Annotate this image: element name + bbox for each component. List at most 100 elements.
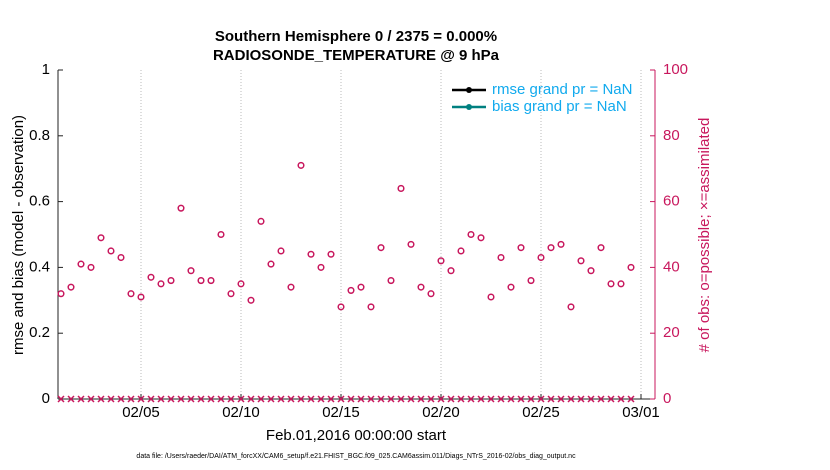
legend-label: bias grand pr = NaN: [492, 98, 627, 115]
y-tick-label: 1: [42, 61, 50, 78]
possible-marker: [467, 230, 475, 239]
possible-marker: [517, 244, 525, 252]
y-tick-label: 0.6: [29, 193, 50, 210]
assimilated-marker: [557, 395, 565, 403]
possible-marker: [217, 230, 225, 239]
possible-marker: [577, 257, 585, 265]
y2-tick-label: 100: [663, 61, 688, 78]
assimilated-marker: [77, 395, 85, 403]
possible-marker: [477, 234, 485, 242]
possible-marker: [407, 240, 415, 248]
possible-marker: [167, 277, 175, 285]
possible-marker: [287, 283, 295, 291]
possible-marker: [437, 257, 445, 265]
assimilated-marker: [347, 395, 355, 403]
possible-marker: [77, 260, 85, 268]
possible-marker: [427, 290, 435, 298]
assimilated-marker: [417, 395, 425, 403]
possible-marker: [337, 303, 345, 311]
assimilated-marker: [367, 395, 375, 403]
possible-marker: [67, 283, 75, 291]
possible-marker: [247, 296, 255, 304]
possible-marker: [367, 303, 375, 311]
assimilated-marker: [267, 395, 275, 403]
assimilated-marker: [507, 395, 515, 403]
y2-tick-label: 40: [663, 258, 680, 275]
assimilated-marker: [167, 395, 175, 403]
assimilated-marker: [567, 395, 575, 403]
assimilated-marker: [597, 395, 605, 403]
possible-marker: [157, 280, 165, 288]
assimilated-marker: [137, 395, 145, 403]
possible-marker: [617, 280, 625, 288]
y-tick-label: 0.2: [29, 324, 50, 341]
assimilated-marker: [427, 395, 435, 403]
possible-marker: [397, 184, 405, 192]
possible-marker: [117, 253, 125, 262]
possible-marker: [387, 277, 395, 285]
possible-marker: [497, 253, 505, 262]
assimilated-marker: [337, 395, 345, 403]
possible-marker: [457, 247, 465, 255]
y2-tick-label: 20: [663, 324, 680, 341]
possible-marker: [507, 283, 515, 291]
footnote: data file: /Users/raeder/DAI/ATM_forcXX/…: [136, 453, 576, 460]
possible-marker: [277, 247, 285, 255]
assimilated-marker: [447, 395, 455, 403]
possible-marker: [317, 263, 325, 271]
assimilated-marker: [577, 395, 585, 403]
possible-marker: [307, 250, 315, 258]
possible-marker: [547, 244, 555, 252]
y-tick-label: 0: [42, 390, 50, 407]
assimilated-marker: [547, 395, 555, 403]
y2-tick-label: 60: [663, 193, 680, 210]
possible-marker: [327, 250, 335, 258]
x-tick-label: 02/25: [522, 404, 560, 421]
possible-marker: [197, 277, 205, 285]
possible-marker: [97, 234, 105, 242]
assimilated-marker: [147, 395, 155, 403]
assimilated-marker: [247, 395, 255, 403]
assimilated-marker: [297, 395, 305, 403]
possible-marker: [237, 280, 245, 288]
assimilated-marker: [457, 395, 465, 403]
assimilated-marker: [587, 395, 595, 403]
legend: [446, 75, 646, 119]
y2-axis-label: # of obs: o=possible; ×=assimilated: [696, 118, 713, 353]
x-tick-label: 03/01: [622, 404, 660, 421]
assimilated-marker: [207, 395, 215, 403]
assimilated-marker: [187, 395, 195, 403]
assimilated-marker: [257, 395, 265, 403]
assimilated-marker: [387, 395, 395, 403]
possible-marker: [87, 263, 95, 271]
assimilated-marker: [97, 395, 105, 403]
assimilated-marker: [497, 395, 505, 403]
possible-marker: [127, 290, 135, 298]
assimilated-marker: [117, 395, 125, 403]
possible-marker: [207, 277, 215, 285]
assimilated-marker: [327, 395, 335, 403]
y2-tick-label: 0: [663, 390, 671, 407]
possible-marker: [107, 247, 115, 255]
possible-marker: [567, 303, 575, 311]
assimilated-marker: [197, 395, 205, 403]
chart-subtitle: RADIOSONDE_TEMPERATURE @ 9 hPa: [213, 47, 500, 64]
possible-marker: [347, 286, 355, 294]
possible-marker: [227, 290, 235, 298]
possible-marker: [527, 277, 535, 285]
assimilated-marker: [157, 395, 165, 403]
assimilated-marker: [127, 395, 135, 403]
assimilated-marker: [407, 395, 415, 403]
y2-tick-label: 80: [663, 127, 680, 144]
x-axis-label: Feb.01,2016 00:00:00 start: [266, 427, 447, 444]
assimilated-marker: [287, 395, 295, 403]
possible-marker: [177, 204, 185, 212]
possible-marker: [597, 244, 605, 252]
assimilated-marker: [617, 395, 625, 403]
possible-marker: [417, 283, 425, 291]
legend-label: rmse grand pr = NaN: [492, 81, 632, 98]
possible-marker: [257, 217, 265, 225]
assimilated-marker: [527, 395, 535, 403]
assimilated-marker: [67, 395, 75, 403]
